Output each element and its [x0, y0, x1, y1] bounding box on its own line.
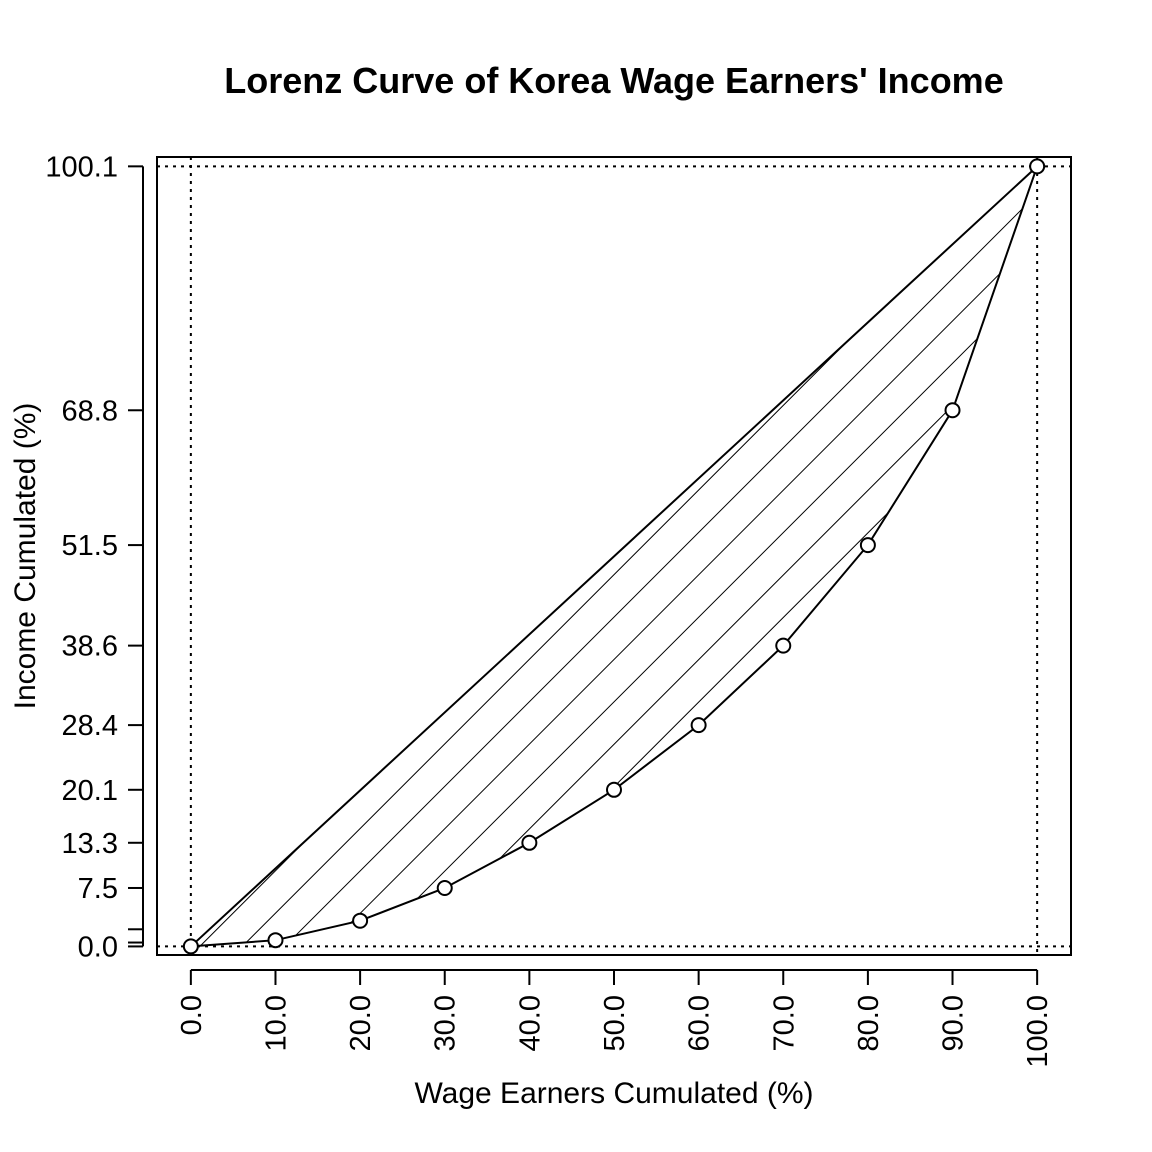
y-tick-label: 38.6	[62, 631, 118, 663]
y-tick-label: 7.5	[78, 873, 118, 905]
x-tick-label: 70.0	[768, 995, 800, 1051]
data-point	[944, 402, 961, 419]
plot-frame	[156, 156, 1072, 956]
y-tick-label: 28.4	[62, 710, 118, 742]
reference-lines	[157, 157, 1071, 955]
chart-title: Lorenz Curve of Korea Wage Earners' Inco…	[224, 60, 1003, 101]
y-axis-label: Income Cumulated (%)	[9, 403, 42, 710]
data-points	[182, 158, 1046, 955]
data-point	[521, 834, 538, 851]
y-tick-label: 68.8	[62, 395, 118, 427]
data-point	[182, 938, 199, 955]
y-axis: 0.0 7.5 13.3 20.1 28.4 38.6 51.5 68.8 100.1	[45, 151, 144, 963]
data-point	[1029, 158, 1046, 175]
x-axis-label: Wage Earners Cumulated (%)	[414, 1077, 813, 1110]
x-tick-label: 0.0	[176, 995, 208, 1035]
x-tick-label: 40.0	[514, 995, 546, 1051]
data-point	[606, 781, 622, 798]
x-tick-label: 20.0	[345, 995, 377, 1051]
data-point	[859, 537, 876, 554]
data-point	[267, 932, 284, 949]
x-tick-label: 100.0	[1022, 995, 1054, 1068]
x-tick-label: 50.0	[599, 995, 631, 1051]
data-point	[775, 637, 792, 654]
x-tick-label: 10.0	[260, 995, 292, 1051]
y-tick-label: 100.1	[45, 151, 118, 183]
data-point	[436, 879, 453, 896]
data-point	[690, 717, 707, 734]
y-tick-label: 0.0	[78, 931, 118, 963]
equality-line	[190, 165, 1038, 948]
x-tick-label: 80.0	[853, 995, 885, 1051]
x-tick-label: 30.0	[430, 995, 462, 1051]
x-tick-label: 60.0	[684, 995, 716, 1051]
x-axis: 0.0 10.0 20.0 30.0 40.0 50.0 60.0 70.0 80.0 90.0 1…	[176, 969, 1054, 1068]
data-point	[352, 912, 369, 929]
y-tick-label: 13.3	[62, 828, 118, 860]
x-tick-label: 90.0	[938, 995, 970, 1051]
y-tick-label: 51.5	[62, 530, 118, 562]
y-tick-label: 20.1	[62, 775, 118, 807]
